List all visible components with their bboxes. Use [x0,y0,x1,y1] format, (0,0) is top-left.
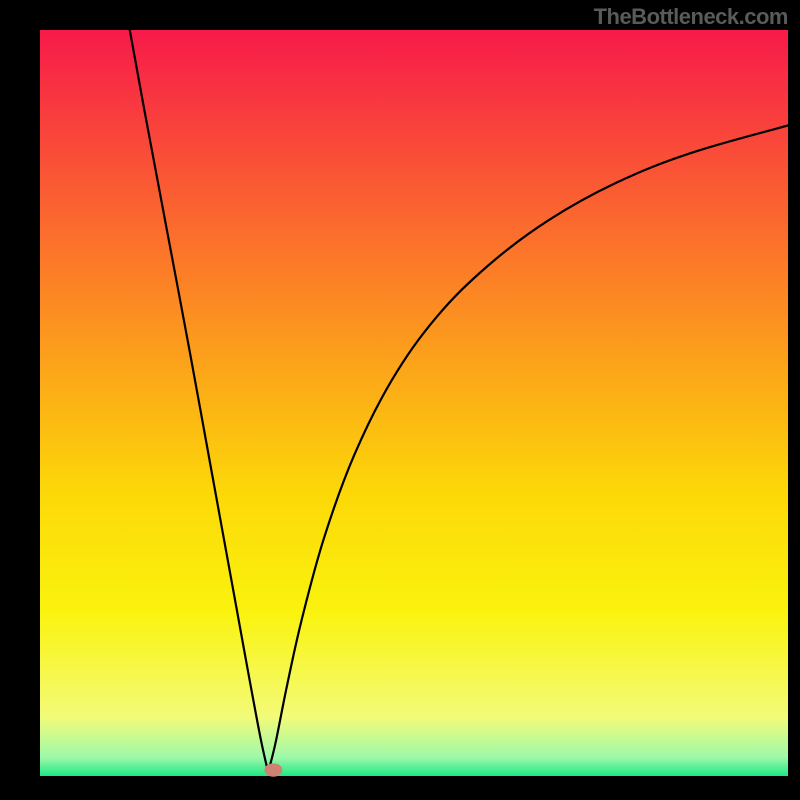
chart-container: TheBottleneck.com [0,0,800,800]
watermark-text: TheBottleneck.com [594,4,788,30]
plot-gradient-area [40,30,788,776]
